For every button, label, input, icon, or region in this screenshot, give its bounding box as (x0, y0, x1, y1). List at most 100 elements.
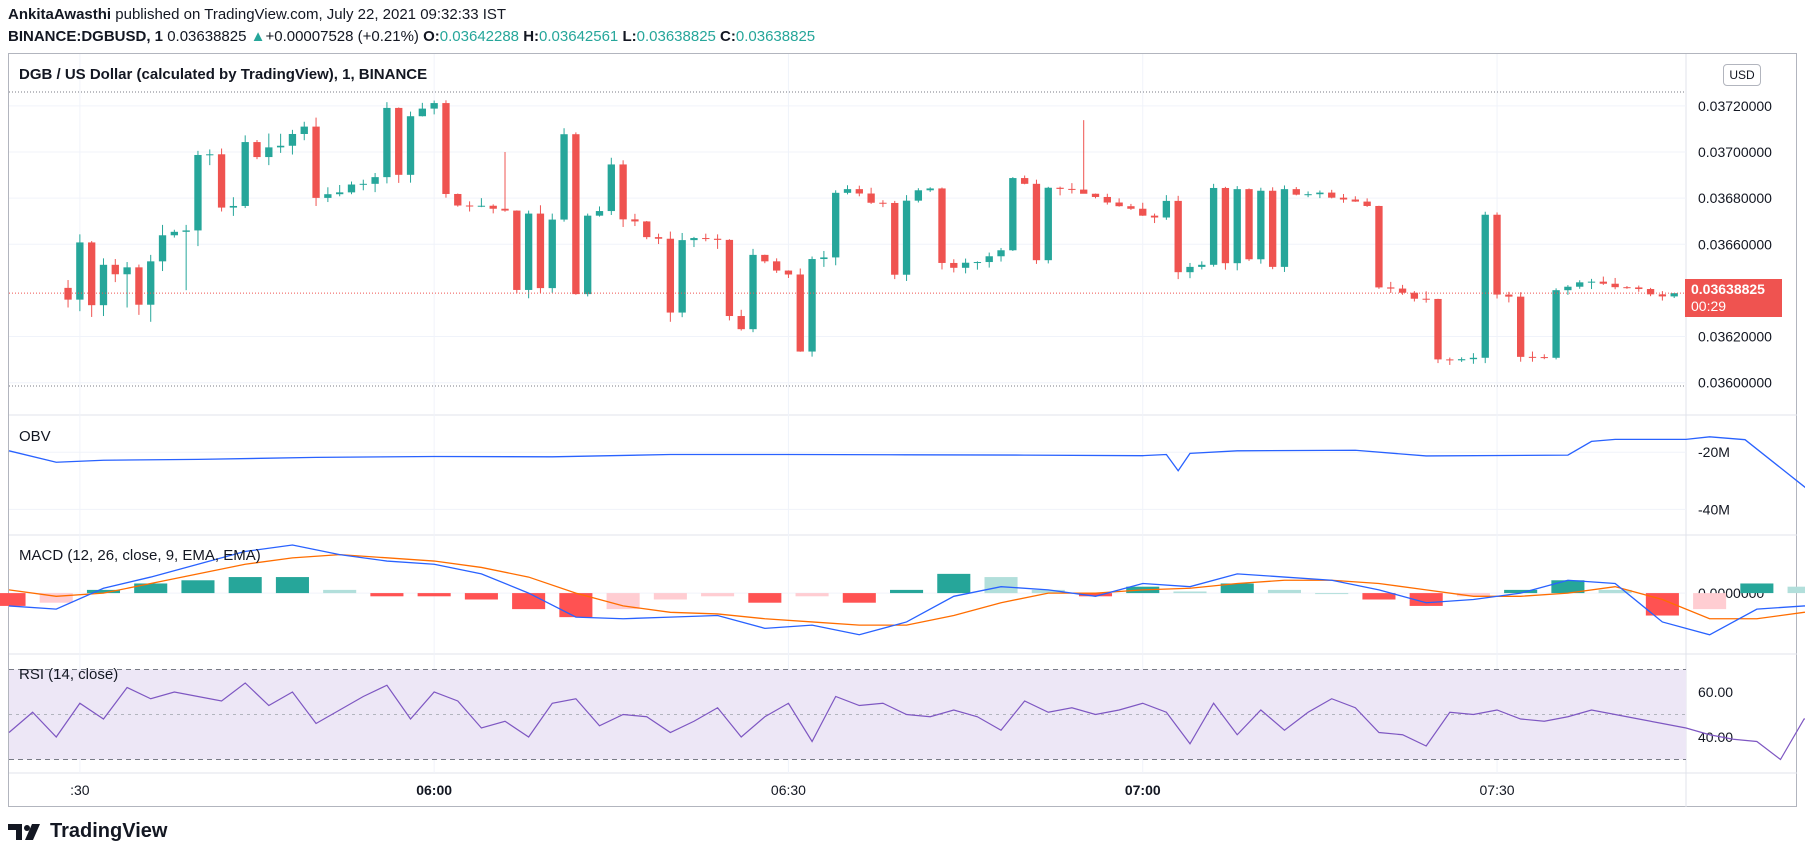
macd-histogram-bar (1173, 591, 1207, 594)
candle-body (796, 274, 804, 352)
currency-button[interactable]: USD (1723, 64, 1761, 86)
candle-body (1233, 189, 1241, 264)
macd-histogram-bar (1220, 583, 1254, 594)
obv-axis-label: -40M (1698, 501, 1730, 517)
macd-histogram-bar (370, 593, 404, 597)
candle-body (406, 116, 415, 175)
macd-histogram-bar (1693, 593, 1727, 610)
candle-body (891, 202, 899, 275)
macd-histogram-bar (0, 593, 26, 606)
candle-body (761, 254, 769, 262)
close-label: C: (720, 28, 736, 45)
candle-body (1080, 189, 1088, 194)
author-name[interactable]: AnkitaAwasthi (8, 6, 112, 23)
candle-body (1056, 187, 1064, 189)
candle-body (985, 256, 993, 263)
candle-body (820, 257, 828, 260)
macd-histogram-bar (1267, 589, 1301, 594)
macd-histogram-bar (1787, 586, 1805, 594)
candle-body (1493, 214, 1501, 295)
candle-body (359, 183, 367, 185)
candle-body (288, 133, 297, 146)
candle-body (1328, 192, 1336, 198)
time-axis-label: :30 (70, 782, 90, 798)
candle-body (1162, 200, 1171, 218)
candle-body (1044, 187, 1052, 261)
candle-body (265, 147, 273, 158)
macd-histogram-bar (181, 580, 215, 594)
main-pane-title: DGB / US Dollar (calculated by TradingVi… (19, 66, 428, 83)
tradingview-logo[interactable]: TradingView (8, 820, 167, 843)
candle-body (832, 192, 840, 258)
candle-body (855, 189, 863, 194)
macd-histogram-bar (984, 577, 1018, 594)
candle-body (241, 142, 249, 206)
macd-histogram-bar (1504, 589, 1538, 594)
candle-body (1268, 190, 1277, 267)
candle-body (1658, 294, 1667, 297)
candle-body (442, 103, 450, 194)
candle-body (276, 145, 285, 148)
candle-body (926, 188, 934, 191)
candle-body (1422, 298, 1430, 300)
candle-body (1469, 357, 1478, 360)
candle-body (902, 200, 911, 275)
candle-body (147, 261, 155, 305)
macd-histogram-bar (1031, 589, 1065, 594)
candle-body (1351, 199, 1359, 202)
obv-pane-title: OBV (19, 428, 51, 445)
macd-histogram-bar (653, 593, 687, 600)
candle-body (489, 205, 497, 209)
macd-pane-title: MACD (12, 26, close, 9, EMA, EMA) (19, 547, 261, 564)
rsi-axis-label: 40.00 (1698, 729, 1733, 745)
change-value: +0.00007528 (+0.21%) (265, 28, 419, 45)
time-axis-label: 06:30 (771, 782, 806, 798)
candle-body (1221, 187, 1230, 264)
candle-body (1564, 286, 1572, 291)
candle-body (1304, 194, 1312, 196)
candle-body (619, 164, 627, 220)
candle-body (772, 261, 781, 271)
high-label: H: (523, 28, 540, 45)
candle-body (536, 213, 545, 289)
candle-body (1068, 188, 1076, 190)
candle-body (713, 238, 722, 240)
candle-body (1091, 193, 1100, 197)
candle-body (430, 103, 438, 109)
candle-body (1670, 293, 1678, 297)
obv-line (8, 436, 1805, 489)
candle-body (560, 134, 568, 220)
candle-body (548, 219, 556, 289)
candle-body (1103, 196, 1111, 203)
candle-body (1599, 281, 1607, 284)
candle-body (1505, 294, 1513, 297)
candle-body (938, 188, 946, 263)
candle-body (1517, 296, 1525, 357)
chart-frame (8, 53, 1797, 807)
candle-body (123, 267, 131, 275)
candle-body (111, 264, 119, 275)
candle-body (1446, 359, 1454, 361)
macd-histogram-bar (701, 593, 735, 597)
macd-histogram-bar (795, 593, 829, 597)
candle-body (1434, 298, 1442, 360)
candle-body (643, 221, 651, 238)
rsi-line (8, 682, 1805, 761)
candle-body (961, 262, 970, 268)
symbol-label: BINANCE:DGBUSD, 1 (8, 28, 164, 45)
candle-body (1150, 215, 1159, 218)
candle-body (1363, 201, 1371, 206)
candle-body (1316, 192, 1324, 195)
candle-body (1457, 359, 1466, 361)
candle-body (182, 230, 190, 232)
candle-body (1339, 197, 1348, 200)
time-axis-label: 07:00 (1125, 782, 1161, 798)
time-axis-label: 07:30 (1480, 782, 1515, 798)
ohlc-header: BINANCE:DGBUSD, 1 0.03638825 ▲+0.0000752… (8, 28, 815, 45)
candle-body (997, 250, 1005, 257)
candle-body (973, 262, 982, 264)
macd-histogram-bar (464, 593, 498, 600)
macd-histogram-bar (842, 593, 876, 603)
macd-histogram-bar (559, 593, 593, 618)
